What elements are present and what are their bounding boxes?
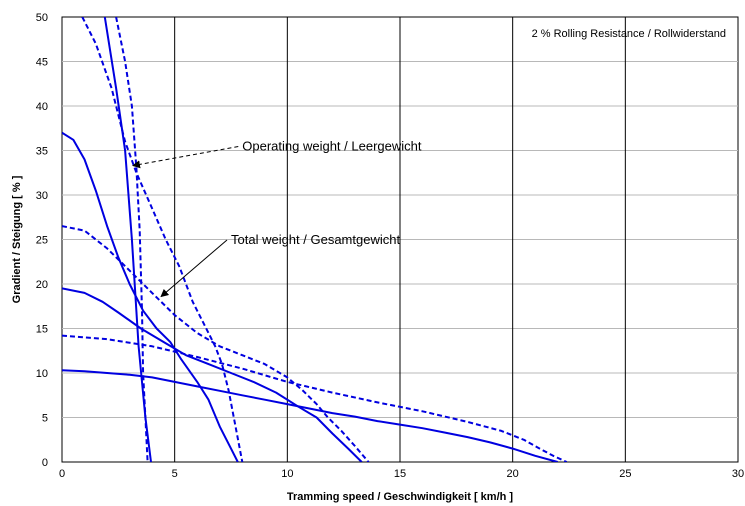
x-tick-label: 0 xyxy=(59,468,65,480)
x-tick-label: 30 xyxy=(732,468,744,480)
x-tick-label: 5 xyxy=(172,468,178,480)
y-tick-label: 15 xyxy=(36,324,48,336)
series-layer xyxy=(62,17,568,462)
annotation-label: Operating weight / Leergewicht xyxy=(242,139,422,154)
x-tick-label: 25 xyxy=(619,468,631,480)
total-weight-curve-3 xyxy=(62,287,363,462)
operating-weight-curve-2 xyxy=(81,17,244,462)
y-tick-label: 0 xyxy=(42,457,48,469)
x-axis-title: Tramming speed / Geschwindigkeit [ km/h … xyxy=(287,491,513,503)
operating-weight-curve-1 xyxy=(115,17,149,462)
tick-labels: 0 5 10 15 20 25 30 0 5 10 15 20 25 30 35 40 45 50 xyxy=(36,12,744,480)
y-tick-label: 40 xyxy=(36,101,48,113)
operating-weight-curve-4 xyxy=(62,334,568,462)
total-weight-curve-4 xyxy=(62,369,558,462)
y-axis-title: Gradient / Steigung [ % ] xyxy=(11,175,23,303)
total-weight-curve-2 xyxy=(62,131,239,462)
y-tick-label: 35 xyxy=(36,146,48,158)
x-tick-label: 10 xyxy=(281,468,293,480)
y-tick-label: 45 xyxy=(36,57,48,69)
y-tick-label: 5 xyxy=(42,413,48,425)
annotation-label: Total weight / Gesamtgewicht xyxy=(231,232,400,247)
x-tick-label: 20 xyxy=(507,468,519,480)
y-tick-label: 20 xyxy=(36,279,48,291)
y-tick-label: 50 xyxy=(36,12,48,24)
y-tick-label: 10 xyxy=(36,368,48,380)
grid-lines xyxy=(62,17,738,462)
rolling-resistance-note: 2 % Rolling Resistance / Rollwiderstand xyxy=(532,28,726,40)
y-tick-label: 25 xyxy=(36,235,48,247)
y-tick-label: 30 xyxy=(36,190,48,202)
operating-weight-curve-3 xyxy=(62,225,370,462)
annotations: Operating weight / Leergewicht Total weig… xyxy=(131,139,422,298)
annotation-arrow xyxy=(131,146,239,169)
x-tick-label: 15 xyxy=(394,468,406,480)
annotation-arrow xyxy=(160,239,228,298)
